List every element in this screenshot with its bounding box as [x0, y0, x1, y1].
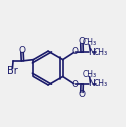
Text: CH₃: CH₃ [83, 70, 97, 79]
Text: N: N [88, 79, 94, 88]
Text: CH₃: CH₃ [93, 79, 108, 88]
Text: Br: Br [7, 66, 18, 76]
Text: O: O [71, 47, 78, 56]
Text: O: O [19, 46, 25, 55]
Text: N: N [88, 48, 94, 57]
Text: O: O [78, 90, 85, 99]
Text: O: O [71, 80, 78, 89]
Text: O: O [78, 37, 85, 46]
Text: CH₃: CH₃ [93, 48, 108, 57]
Text: CH₃: CH₃ [82, 38, 97, 47]
